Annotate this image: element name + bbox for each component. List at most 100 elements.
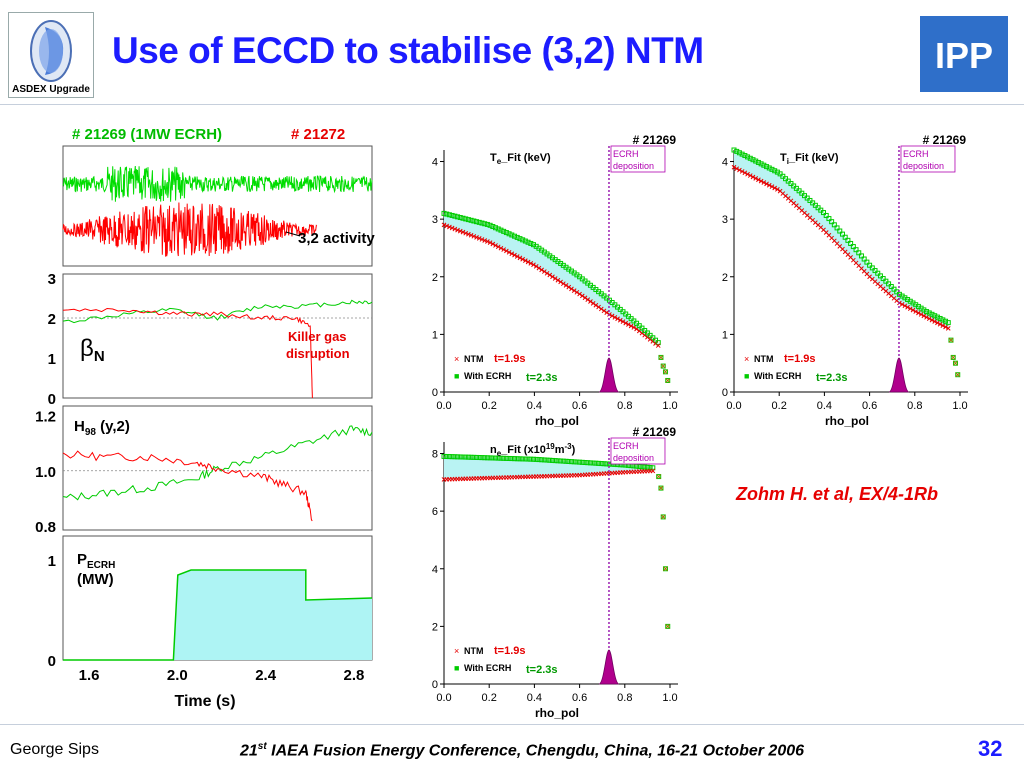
left-panels-svg: # 21269 (1MW ECRH) # 21272 3,2 activity … xyxy=(35,126,375,710)
ecrh-marker xyxy=(471,454,477,460)
ntm-marker xyxy=(571,288,577,293)
y-tick-label: 0 xyxy=(432,679,438,691)
ecrh-marker xyxy=(482,221,488,227)
ntm-marker xyxy=(913,309,919,314)
footer-author: George Sips xyxy=(10,741,99,758)
ntm-marker xyxy=(525,259,531,265)
ntm-marker xyxy=(617,317,623,323)
ntm-marker xyxy=(449,225,455,231)
ecrh-marker xyxy=(479,220,485,226)
legend-time: t=2.3s xyxy=(816,372,848,384)
deposition-label-2: deposition xyxy=(903,161,944,171)
ecrh-marker xyxy=(745,154,751,160)
ntm-marker xyxy=(590,301,596,306)
ntm-marker xyxy=(916,310,921,316)
y-tick-label: 0.8 xyxy=(35,519,56,536)
y-tick-label: 1.2 xyxy=(35,409,56,426)
ecrh-marker xyxy=(482,455,488,461)
legend-label: With ECRH xyxy=(754,371,801,381)
ecrh-marker xyxy=(753,158,759,164)
asdex-plasma-icon xyxy=(30,20,72,82)
ntm-marker xyxy=(447,224,452,230)
ntm-marker xyxy=(457,228,463,234)
y-tick-label: 2 xyxy=(722,272,728,284)
ecrh-marker xyxy=(764,164,770,170)
ntm-marker xyxy=(466,231,471,237)
ecrh-marker xyxy=(856,250,862,256)
legend-marker: × xyxy=(454,354,459,364)
x-tick-label: 0.8 xyxy=(617,692,632,704)
ecrh-marker xyxy=(446,454,452,460)
ntm-marker xyxy=(441,222,447,228)
y-tick-label: 1 xyxy=(432,329,438,341)
mhd-series-green xyxy=(62,165,373,202)
ntm-marker xyxy=(544,270,550,276)
ecrh-marker xyxy=(731,147,737,153)
ecrh-marker xyxy=(845,237,851,243)
ecrh-marker xyxy=(875,270,881,276)
ecrh-marker xyxy=(444,211,450,217)
ecrh-marker xyxy=(861,256,867,262)
ecrh-marker xyxy=(831,222,837,228)
profile-title: ne_Fit (x1019m-3) xyxy=(490,442,576,458)
ecrh-marker xyxy=(579,459,585,465)
legend-marker: ■ xyxy=(454,371,459,381)
ntm-marker xyxy=(487,240,493,246)
x-tick-label: 1.0 xyxy=(662,692,677,704)
ntm-marker xyxy=(737,167,742,173)
x-tick-label: 0.6 xyxy=(862,400,877,412)
pecrh-label: PECRH xyxy=(77,551,115,571)
ipp-logo-icon: IPP xyxy=(920,16,1008,92)
ecrh-marker xyxy=(820,210,826,216)
legend-time: t=1.9s xyxy=(784,353,816,365)
ntm-marker xyxy=(612,314,618,320)
ecrh-marker xyxy=(541,457,547,463)
legend-marker: ■ xyxy=(744,371,749,381)
ecrh-marker xyxy=(864,259,870,265)
betan-panel-frame xyxy=(62,273,373,399)
edge-marker xyxy=(656,474,662,480)
ecrh-marker xyxy=(512,456,518,462)
deposition-label-2: deposition xyxy=(613,161,654,171)
ecrh-marker xyxy=(479,455,485,461)
ntm-marker xyxy=(536,265,542,271)
ntm-marker xyxy=(541,269,547,274)
series-line-red xyxy=(62,450,313,522)
legend-label: NTM xyxy=(754,354,774,364)
ecrh-marker xyxy=(558,458,564,464)
edge-marker xyxy=(662,369,668,375)
profile-panel-Ti_Fit: # 21269 ECRH deposition 4 3 2 1 00.0 0.2 0.4 0.6 0.… xyxy=(722,133,968,428)
ntm-marker xyxy=(569,286,574,292)
ecrh-marker xyxy=(585,460,591,466)
mhd-annotation-pointer xyxy=(285,231,301,237)
ntm-marker xyxy=(444,223,450,229)
ntm-marker xyxy=(628,323,634,329)
ecrh-marker xyxy=(449,454,455,460)
ecrh-marker xyxy=(539,457,545,463)
ntm-marker xyxy=(596,304,601,310)
ecrh-marker xyxy=(547,457,553,463)
ecrh-marker xyxy=(943,318,949,324)
ecrh-marker xyxy=(823,212,829,218)
ntm-marker xyxy=(734,166,740,172)
y-tick-label: 4 xyxy=(432,564,438,576)
ntm-marker xyxy=(940,323,946,328)
legend-time: t=2.3s xyxy=(526,664,558,676)
ntm-marker xyxy=(905,304,910,310)
ecrh-marker xyxy=(877,273,883,279)
ecrh-marker xyxy=(487,455,493,461)
ntm-marker xyxy=(558,279,563,285)
shot-number: # 21269 xyxy=(633,425,677,439)
ntm-marker xyxy=(623,320,629,326)
y-tick-label: 1 xyxy=(722,329,728,341)
x-tick-label: 0.2 xyxy=(482,692,497,704)
ecrh-marker xyxy=(872,268,878,274)
legend-time: t=1.9s xyxy=(494,353,526,365)
edge-cross xyxy=(663,369,668,375)
ecrh-marker xyxy=(563,458,569,464)
ecrh-marker xyxy=(891,286,897,292)
deposition-box xyxy=(900,145,956,173)
ecrh-marker xyxy=(639,464,645,470)
ecrh-marker xyxy=(880,276,886,282)
profile-title: Te_Fit (keV) xyxy=(490,152,551,166)
